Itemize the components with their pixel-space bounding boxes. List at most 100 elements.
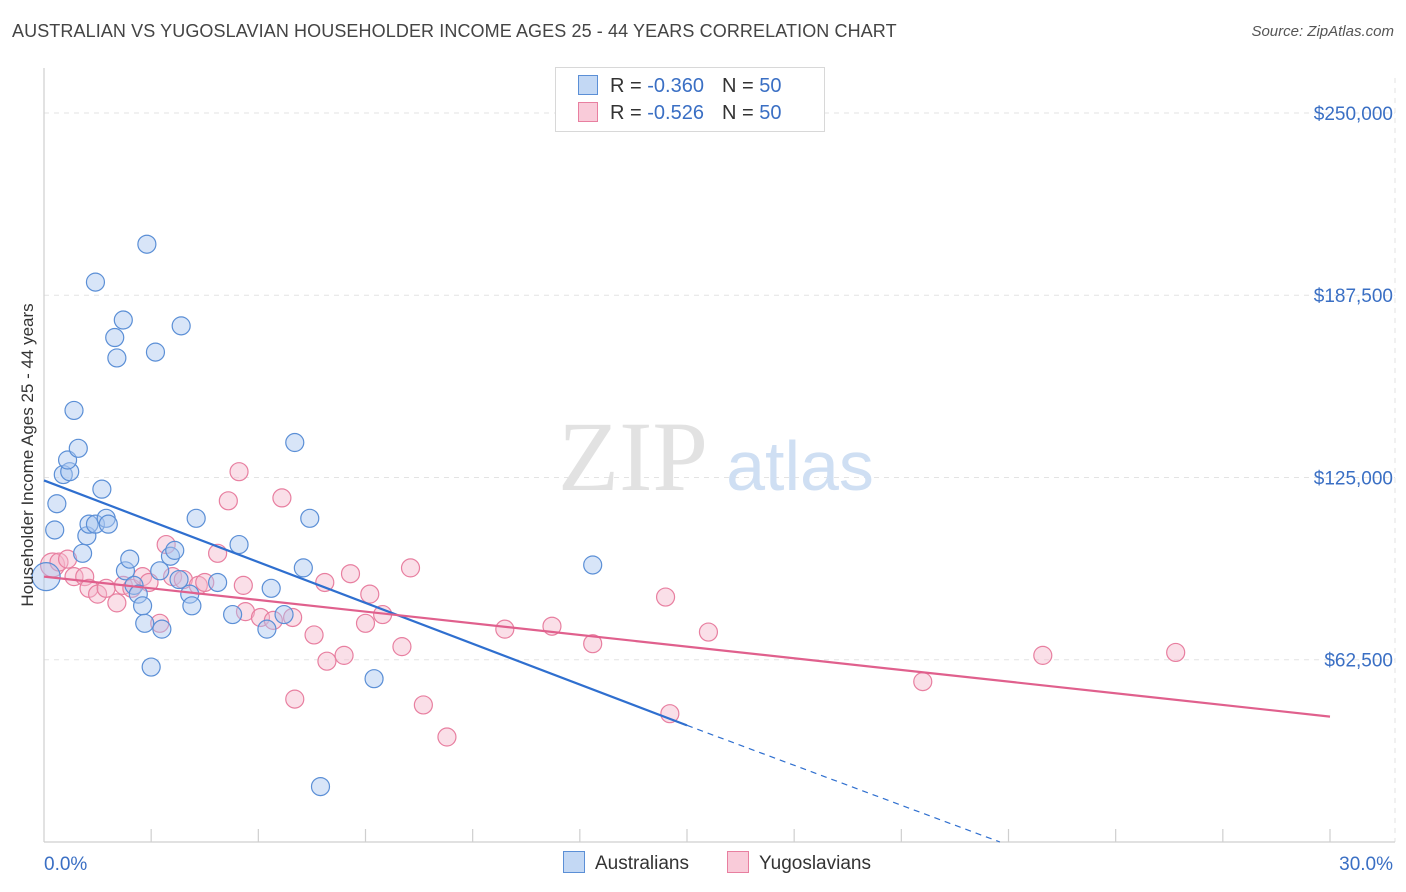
yugoslavian-point xyxy=(413,695,433,715)
source-label: Source: ZipAtlas.com xyxy=(1251,23,1394,40)
australian-point xyxy=(113,310,133,330)
yugoslavian-point xyxy=(355,613,376,633)
australian-point xyxy=(98,514,118,534)
yugoslavian-point xyxy=(233,575,253,595)
australian-point xyxy=(47,494,67,514)
australian-point xyxy=(150,561,170,581)
yugoslavian-point xyxy=(655,587,676,607)
legend-r-value-2: -0.526 xyxy=(647,102,704,124)
legend-australians-label: Australians xyxy=(595,853,689,874)
legend-row-yugoslavians: R = -0.526 N = 50 xyxy=(578,102,781,128)
yugoslavian-point xyxy=(340,564,361,584)
australian-point xyxy=(152,619,172,639)
yugoslavian-point xyxy=(495,619,515,639)
yugoslavian-point xyxy=(360,584,380,604)
watermark-atlas: atlas xyxy=(726,427,874,505)
chart-title: AUSTRALIAN VS YUGOSLAVIAN HOUSEHOLDER IN… xyxy=(12,21,897,41)
australian-point xyxy=(583,555,603,575)
australian-point xyxy=(68,438,88,458)
australian-point xyxy=(145,342,166,362)
correlation-legend: R = -0.360 N = 50 R = -0.526 N = 50 xyxy=(555,67,825,132)
yugoslavian-point xyxy=(400,558,421,578)
legend-r-label-1: R = xyxy=(610,75,648,97)
australian-point xyxy=(132,596,153,616)
yugoslavians-trend-line xyxy=(43,575,1331,718)
yugoslavian-point xyxy=(107,593,127,613)
yugoslavian-point xyxy=(315,572,335,593)
watermark-zip: ZIP xyxy=(558,401,708,512)
australian-point xyxy=(274,604,294,625)
australian-point xyxy=(137,234,157,254)
yugoslavian-point xyxy=(437,727,457,747)
x-tick-label-max: 30.0% xyxy=(1339,854,1393,875)
legend-yugoslavians: Yugoslavians xyxy=(727,851,871,875)
legend-r-value-1: -0.360 xyxy=(647,75,704,97)
australian-point xyxy=(45,520,65,540)
australian-point xyxy=(60,462,80,482)
australians-swatch xyxy=(578,75,598,95)
australian-point xyxy=(165,540,185,560)
australian-point xyxy=(186,508,206,528)
australian-point xyxy=(300,508,320,528)
gridlines xyxy=(44,78,1396,842)
legend-australians-swatch xyxy=(563,851,585,873)
legend-australians: Australians xyxy=(563,851,689,875)
australian-point xyxy=(120,549,140,569)
australian-point xyxy=(128,584,148,604)
australian-point xyxy=(115,561,136,581)
watermark: ZIP atlas xyxy=(558,401,874,512)
australian-point xyxy=(72,543,93,563)
yugoslavian-point xyxy=(1033,645,1053,665)
yugoslavian-point xyxy=(272,488,292,508)
australian-point xyxy=(105,327,125,348)
australian-point xyxy=(85,272,106,292)
legend-n-value-2: 50 xyxy=(759,102,782,124)
yugoslavian-point xyxy=(392,637,412,657)
legend-n-value-1: 50 xyxy=(759,75,782,97)
australian-point xyxy=(229,534,249,555)
yugoslavian-point xyxy=(304,625,324,645)
axes xyxy=(43,68,1395,843)
australian-point xyxy=(310,776,331,797)
yugoslavian-point xyxy=(317,651,337,671)
australian-point xyxy=(141,657,161,677)
legend-row-australians: R = -0.360 N = 50 xyxy=(578,75,781,101)
australian-point xyxy=(364,669,384,689)
yugoslavian-point xyxy=(57,549,78,569)
australian-point xyxy=(285,432,305,453)
y-tick-label: $250,000 xyxy=(1314,104,1393,125)
australian-point xyxy=(107,348,127,368)
australians-points xyxy=(31,234,603,797)
yugoslavian-point xyxy=(334,645,354,665)
legend-n-label-1: N = xyxy=(721,75,760,97)
yugoslavian-point xyxy=(698,622,719,642)
y-tick-label: $187,500 xyxy=(1314,286,1393,307)
y-axis-label: Householder Income Ages 25 - 44 years xyxy=(18,303,37,607)
yugoslavian-point xyxy=(285,689,305,709)
legend-yugoslavians-swatch xyxy=(727,851,749,873)
yugoslavian-point xyxy=(218,491,238,511)
australian-point xyxy=(171,316,191,336)
australian-point xyxy=(293,558,313,578)
yugoslavian-point xyxy=(583,634,603,654)
y-tick-label: $125,000 xyxy=(1314,468,1393,489)
australian-point xyxy=(92,479,112,499)
australian-point xyxy=(169,569,189,590)
yugoslavian-point xyxy=(913,672,933,692)
tick-labels: $62,500 $125,000 $187,500 $250,000 0.0% 30.0% xyxy=(44,104,1393,875)
australian-point xyxy=(257,619,277,639)
australian-point xyxy=(208,572,228,593)
australian-point xyxy=(182,596,202,616)
trend-lines xyxy=(43,479,1331,843)
australians-trend-line xyxy=(43,479,688,727)
legend-yugoslavians-label: Yugoslavians xyxy=(759,853,871,874)
australian-point xyxy=(64,400,84,421)
legend-r-label-2: R = xyxy=(610,102,648,124)
australian-point xyxy=(223,604,243,625)
legend-n-label-2: N = xyxy=(721,102,760,124)
australian-point xyxy=(135,613,155,633)
australians-trend-extension xyxy=(686,724,1001,843)
yugoslavian-point xyxy=(229,462,249,482)
yugoslavian-point xyxy=(1166,642,1186,663)
